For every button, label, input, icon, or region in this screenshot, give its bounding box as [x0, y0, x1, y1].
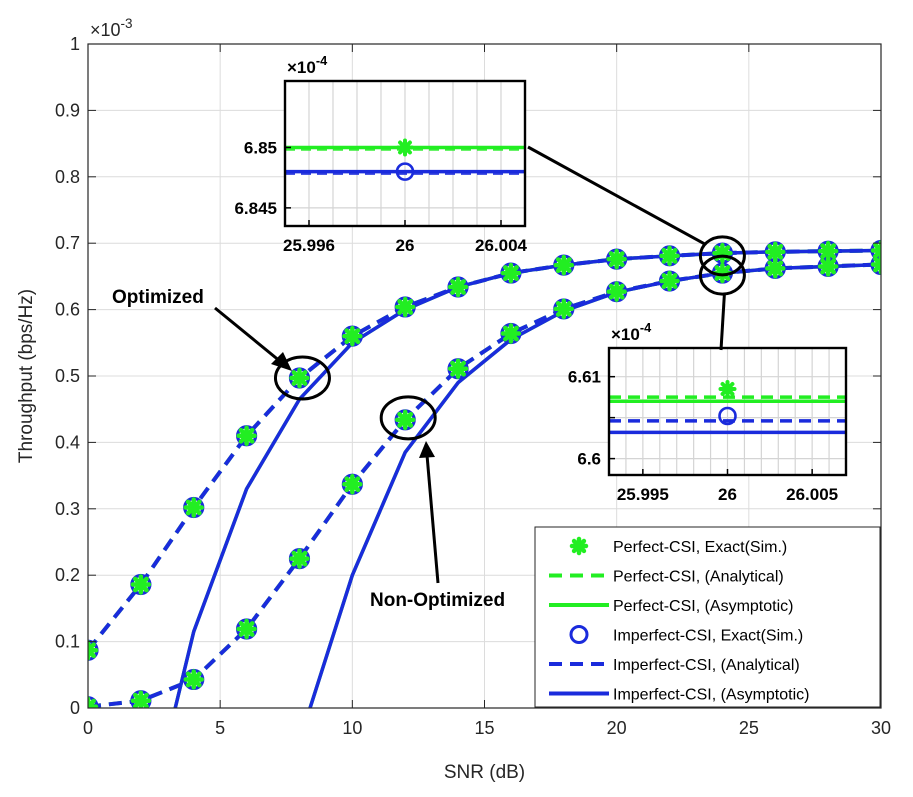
non-optimized-arrow-line [425, 454, 440, 584]
marker-star-optimized [765, 241, 786, 263]
inset-optimized-series-group [285, 138, 525, 181]
zoom-ellipse-non-optimized [698, 254, 746, 296]
inset-non-optimized-x-tick-label: 25.995 [617, 485, 669, 504]
inset-non-optimized-marker-star [718, 379, 737, 398]
marker-star-non-optimized [394, 409, 416, 431]
marker-star-non-optimized [500, 323, 522, 344]
x-tick-label: 30 [871, 718, 891, 738]
marker-star-non-optimized [712, 262, 733, 284]
inset-optimized-y-tick-label: 6.845 [234, 199, 277, 218]
marker-star-optimized [130, 574, 152, 595]
inset-optimized-x-tick-label: 25.996 [283, 236, 335, 255]
y-tick-label: 0.2 [55, 565, 80, 585]
marker-star-optimized [606, 248, 627, 270]
inset-optimized-marker-star [396, 138, 414, 157]
marker-star-optimized [394, 296, 416, 318]
marker-star-non-optimized [447, 358, 469, 379]
y-axis-label: Throughput (bps/Hz) [16, 289, 37, 463]
inset-non-optimized-series-group [609, 379, 846, 435]
marker-star-non-optimized [289, 548, 310, 569]
legend-label: Imperfect-CSI, (Asymptotic) [613, 687, 809, 704]
marker-star-non-optimized [183, 669, 204, 690]
non-optimized-label: Non-Optimized [370, 590, 505, 611]
optimized-ellipse [273, 355, 331, 401]
legend-circle-icon [569, 625, 589, 644]
marker-star-optimized [817, 240, 839, 262]
legend-star-icon [569, 536, 589, 556]
x-axis-label: SNR (dB) [444, 762, 525, 783]
inset-non-optimized-x-tick-label: 26 [718, 485, 737, 504]
marker-star-optimized [183, 497, 204, 518]
series-group [88, 239, 881, 708]
x-tick-label: 5 [215, 718, 225, 738]
legend-label: Perfect-CSI, (Analytical) [613, 569, 784, 586]
optimized-label: Optimized [112, 287, 204, 308]
marker-star-optimized [342, 325, 363, 347]
inset-optimized-exponent-label: ×10-4 [287, 53, 328, 77]
marker-star-optimized [712, 242, 733, 264]
inset-non-optimized-marker-circle [718, 406, 737, 426]
marker-star-optimized [659, 245, 680, 267]
marker-star-optimized [289, 367, 310, 389]
marker-star-non-optimized [553, 298, 575, 320]
legend-label: Perfect-CSI, Exact(Sim.) [613, 539, 787, 556]
marker-star-non-optimized [817, 256, 839, 277]
y-tick-label: 0.5 [55, 366, 80, 386]
y-tick-label: 0.1 [55, 632, 80, 652]
zoom-connector-optimized [527, 145, 706, 246]
marker-star-optimized [447, 276, 469, 298]
zoom-connector-non-optimized [719, 293, 726, 351]
x-tick-label: 10 [342, 718, 362, 738]
inset-non-optimized-y-tick-label: 6.6 [577, 450, 601, 469]
inset-optimized-marker-circle [395, 162, 415, 181]
marker-star-non-optimized [606, 281, 627, 302]
inset-optimized-x-tick-label: 26.004 [475, 236, 528, 255]
y-tick-label: 0.7 [55, 233, 80, 253]
marker-star-optimized [236, 425, 257, 447]
marker-star-non-optimized [130, 690, 152, 708]
y-tick-label: 0 [70, 698, 80, 718]
y-tick-label: 0.6 [55, 300, 80, 320]
marker-star-optimized [500, 262, 522, 284]
x-tick-label: 20 [607, 718, 627, 738]
x-tick-label: 0 [83, 718, 93, 738]
inset-non-optimized-exponent-label: ×10-4 [611, 320, 652, 344]
y-tick-label: 0.8 [55, 167, 80, 187]
legend-label: Perfect-CSI, (Asymptotic) [613, 598, 793, 615]
optimized-arrow-line [214, 306, 282, 364]
y-tick-label: 1 [70, 34, 80, 54]
legend-label: Imperfect-CSI, Exact(Sim.) [613, 628, 803, 645]
marker-star-non-optimized [765, 258, 786, 279]
legend-box [534, 526, 881, 708]
zoom-ellipse-optimized [698, 235, 746, 277]
inset-optimized-x-tick-label: 26 [396, 236, 415, 255]
inset-non-optimized-x-tick-label: 26.005 [786, 485, 838, 504]
marker-star-non-optimized [236, 618, 257, 640]
marker-star-non-optimized [342, 473, 363, 495]
y-exponent-label: ×10-3 [90, 16, 133, 40]
legend-label: Imperfect-CSI, (Analytical) [613, 657, 800, 674]
inset-optimized-y-tick-label: 6.85 [244, 138, 277, 157]
non-optimized-ellipse [379, 395, 437, 441]
y-tick-label: 0.9 [55, 100, 80, 120]
optimized-arrowhead [271, 352, 292, 371]
y-tick-label: 0.4 [55, 432, 80, 452]
inset-non-optimized-y-tick-label: 6.61 [568, 368, 601, 387]
non-optimized-arrowhead [419, 441, 435, 458]
x-tick-label: 15 [474, 718, 494, 738]
marker-star-optimized [553, 254, 575, 276]
y-tick-label: 0.3 [55, 499, 80, 519]
x-tick-label: 25 [739, 718, 759, 738]
marker-star-non-optimized [659, 270, 680, 292]
